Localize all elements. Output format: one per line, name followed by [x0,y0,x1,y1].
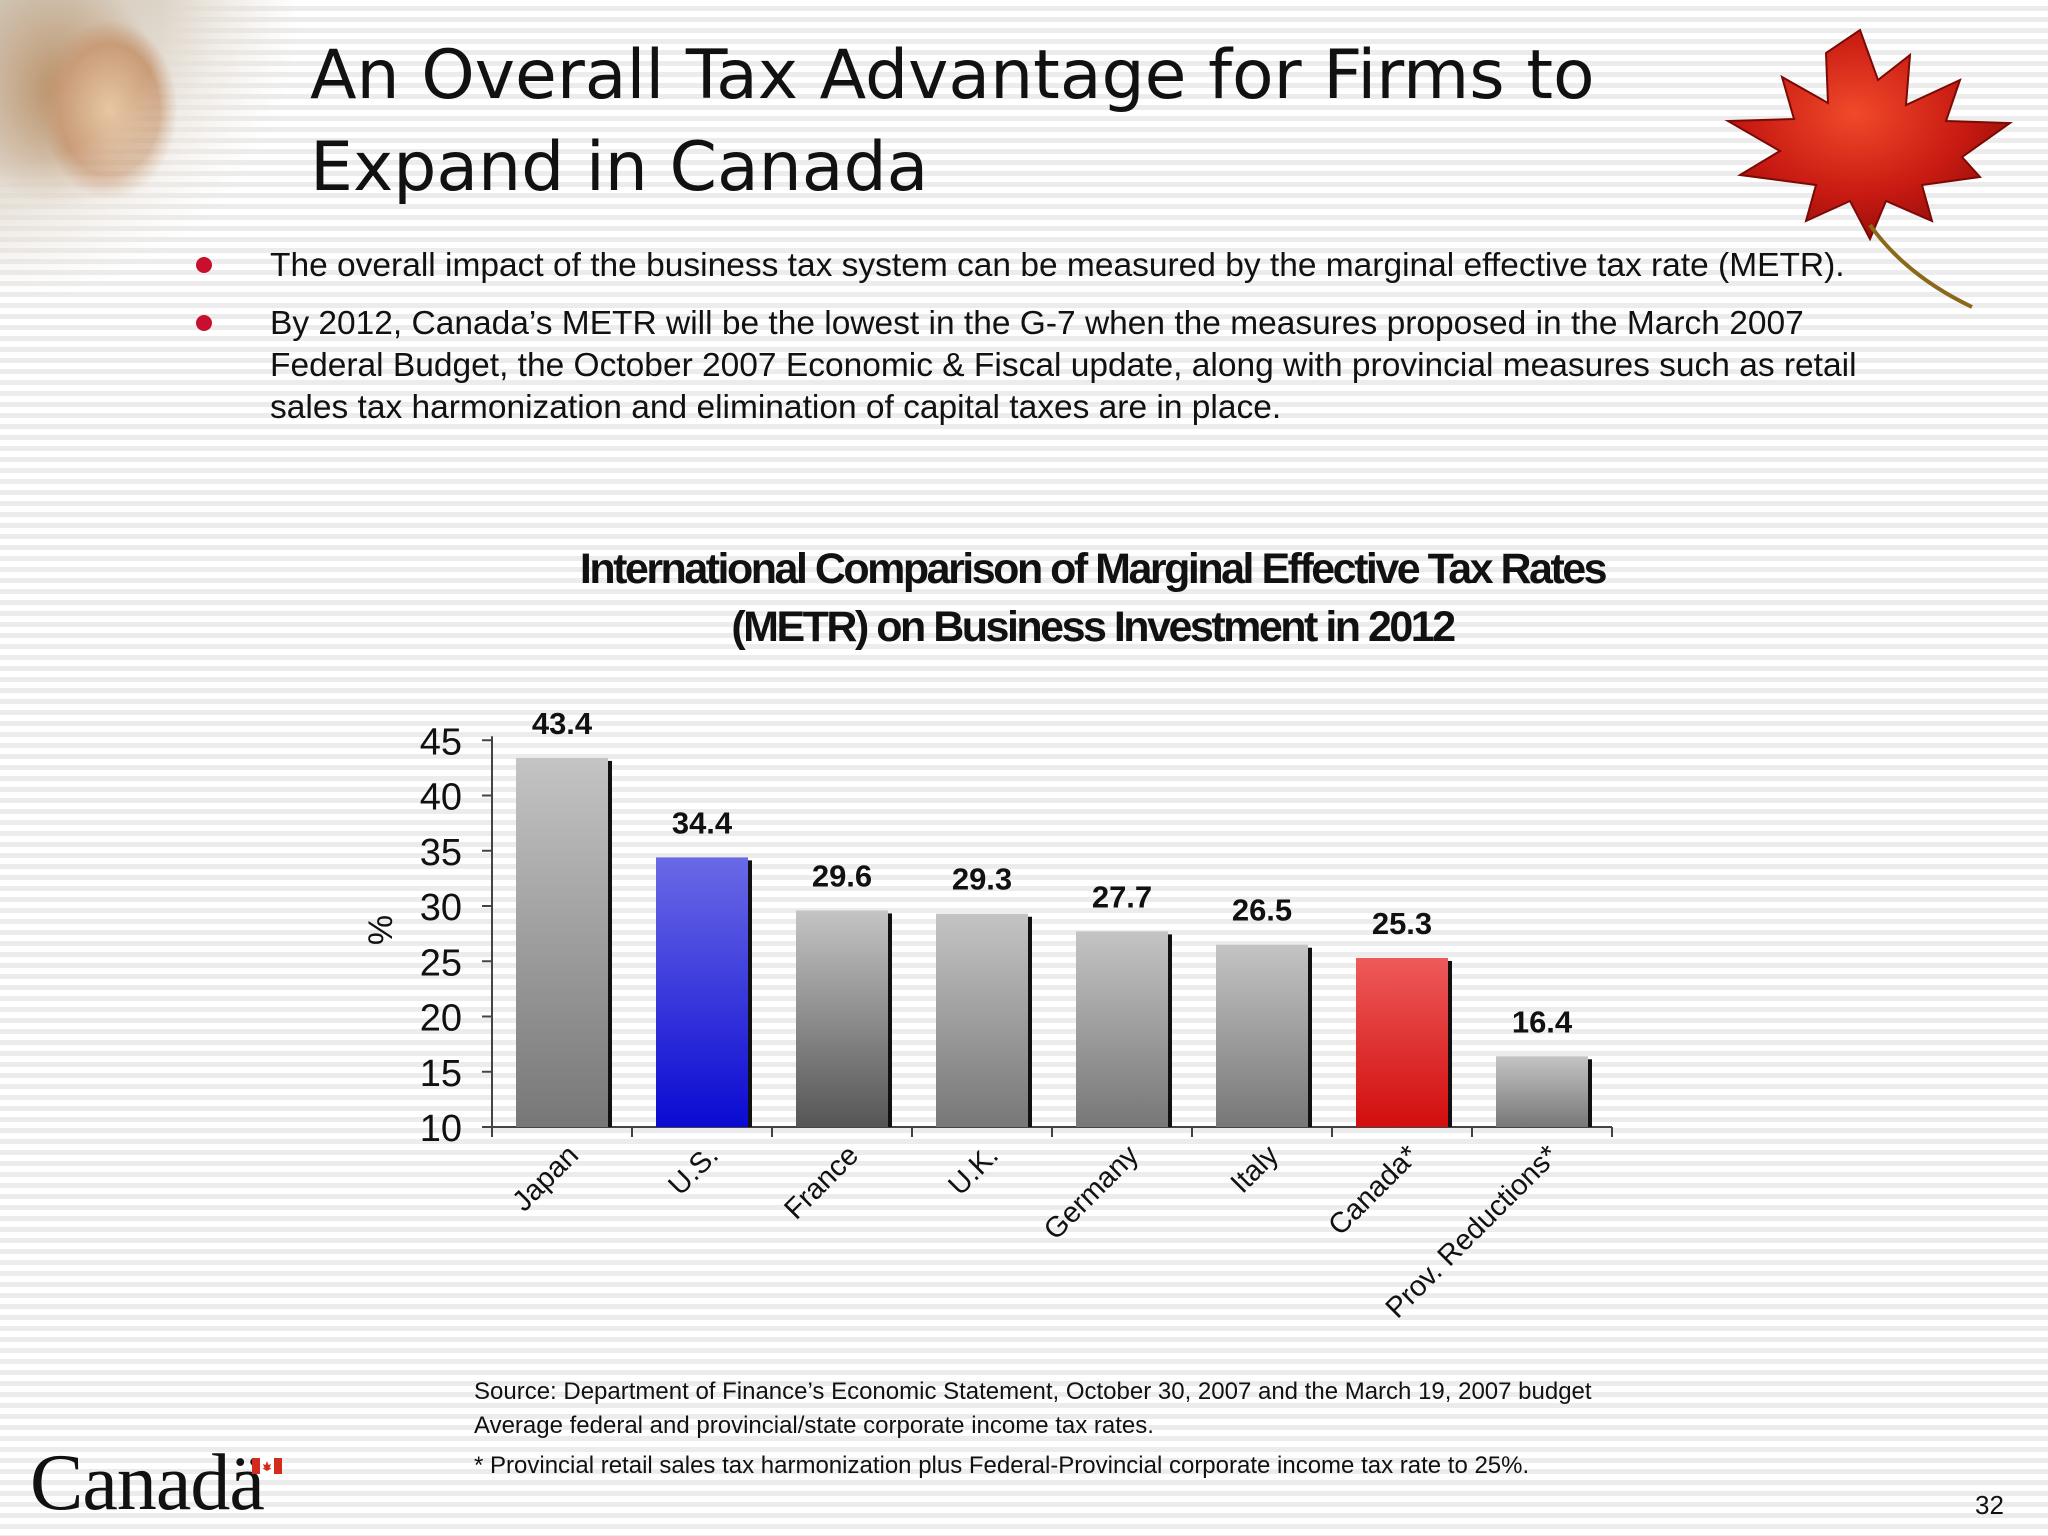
data-label: 34.4 [672,805,733,840]
canada-wordmark: Canadä [30,1439,265,1527]
x-category-label: Japan [506,1139,584,1217]
bar-france [796,910,888,1127]
bullet-item: The overall impact of the business tax s… [190,245,1870,287]
note-text: Average federal and provincial/state cor… [474,1412,1154,1439]
y-tick-label: 35 [420,832,462,874]
bar-germany [1076,931,1168,1127]
slide-title: An Overall Tax Advantage for Firms to Ex… [310,30,1640,214]
bar-italy [1216,944,1308,1127]
scientist-photo [0,0,300,310]
x-category-label: Italy [1225,1139,1286,1200]
bar-u-s [656,857,748,1127]
data-label: 43.4 [532,706,593,741]
y-tick-label: 45 [420,721,462,763]
x-category-label: France [778,1139,864,1225]
maple-leaf-icon [1724,28,2014,309]
data-label: 29.3 [952,862,1012,897]
y-tick-label: 40 [420,777,462,819]
data-label: 27.7 [1092,879,1152,914]
y-tick-label: 30 [420,887,462,929]
footnote-text: * Provincial retail sales tax harmonizat… [474,1452,1530,1479]
bullet-text: The overall impact of the business tax s… [270,247,1845,284]
chart-title: International Comparison of Marginal Eff… [450,540,1735,656]
chart-title-line-1: International Comparison of Marginal Eff… [579,545,1608,593]
bullet-dot-icon [196,315,212,331]
page-number: 32 [1975,1490,2004,1520]
source-notes: Source: Department of Finance’s Economic… [474,1375,1774,1483]
chart-title-line-2: (METR) on Business Investment in 2012 [731,603,1456,651]
bullet-list: The overall impact of the business tax s… [190,245,1870,445]
slide-title-line-1: An Overall Tax Advantage for Firms to [310,36,1595,115]
x-category-label: Germany [1038,1139,1145,1246]
data-label: 16.4 [1512,1004,1573,1039]
x-category-label: U.K. [942,1139,1005,1202]
bar-japan [516,757,608,1127]
y-axis-label: % [362,915,400,945]
source-text: Source: Department of Finance’s Economic… [474,1378,1592,1405]
bar-u-k [936,913,1028,1127]
data-label: 29.6 [812,858,872,893]
bar-prov-reductions [1496,1056,1588,1127]
bullet-dot-icon [196,257,212,273]
bar-canada [1356,957,1448,1127]
data-label: 25.3 [1372,906,1432,941]
slide-title-line-2: Expand in Canada [310,128,929,207]
y-tick-label: 10 [420,1108,462,1150]
y-tick-label: 20 [420,998,462,1040]
bullet-item: By 2012, Canada’s METR will be the lowes… [190,303,1870,429]
data-label: 26.5 [1232,893,1292,928]
y-tick-label: 15 [420,1053,462,1095]
canada-flag-icon [252,1458,282,1474]
bullet-text: By 2012, Canada’s METR will be the lowes… [270,305,1857,426]
x-category-label: U.S. [662,1139,725,1202]
y-tick-label: 25 [420,942,462,984]
x-category-label: Canada* [1323,1139,1425,1241]
